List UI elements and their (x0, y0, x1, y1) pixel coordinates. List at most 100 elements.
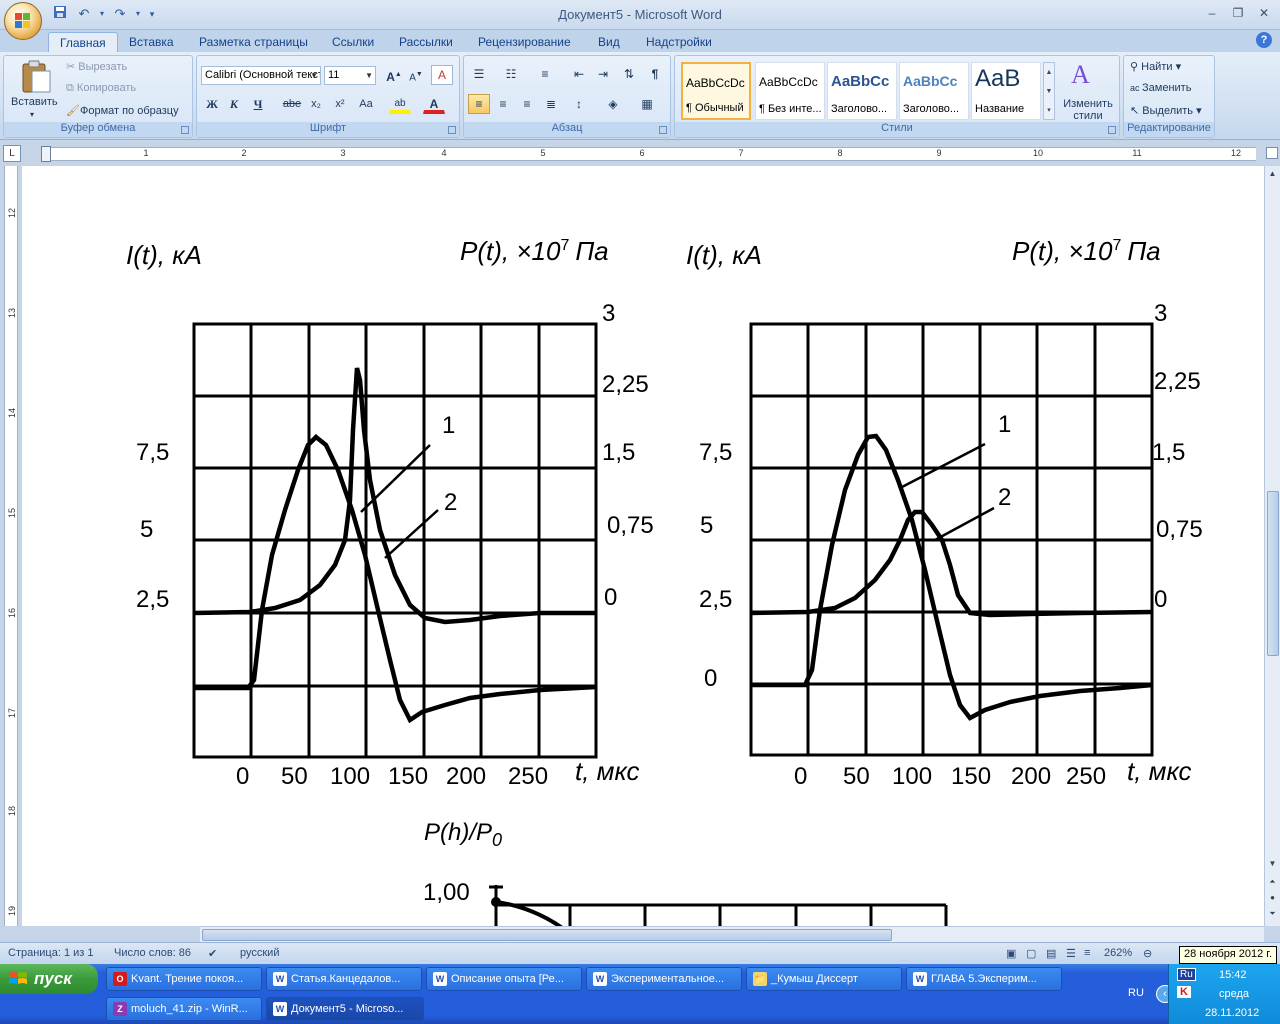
align-left-icon[interactable]: ≡ (468, 94, 490, 114)
view-full-screen-icon[interactable]: ▢ (1026, 948, 1037, 960)
tab-view[interactable]: Вид (598, 35, 620, 49)
next-page-icon[interactable]: ⏷ (1269, 909, 1276, 918)
show-marks-icon[interactable]: ¶ (651, 67, 659, 81)
change-case-button[interactable]: Aa (359, 98, 373, 110)
prev-page-icon[interactable]: ⏶ (1269, 877, 1276, 886)
save-icon[interactable] (50, 5, 70, 23)
tab-references[interactable]: Ссылки (332, 35, 375, 49)
taskbar-item[interactable]: W Экспериментальное... (586, 967, 742, 991)
align-center-icon[interactable]: ≡ (499, 97, 507, 111)
replace-button[interactable]: ac Заменить (1130, 82, 1191, 94)
view-print-layout-icon[interactable]: ▣ (1006, 948, 1017, 960)
paste-button[interactable]: Вставить ▾ (8, 58, 60, 120)
language[interactable]: русский (240, 947, 280, 959)
select-button[interactable]: ↖ Выделить ▾ (1130, 105, 1202, 117)
scroll-up-icon[interactable]: ▲ (1268, 169, 1277, 178)
maximize-button[interactable]: ❐ (1232, 6, 1244, 20)
align-right-icon[interactable]: ≡ (523, 97, 531, 111)
cut-button[interactable]: ✂ Вырезать (66, 60, 127, 73)
change-styles-button[interactable]: A Изменить стили (1059, 58, 1115, 124)
horizontal-scroll-thumb[interactable] (202, 929, 892, 941)
bold-button[interactable]: Ж (206, 97, 218, 111)
horizontal-scrollbar[interactable] (200, 926, 1264, 942)
grow-font-button[interactable]: A▲ (386, 70, 402, 84)
justify-icon[interactable]: ≣ (545, 97, 557, 111)
style-title[interactable]: AaB Название (971, 62, 1041, 120)
ruler-bar[interactable]: 1 2 3 4 5 6 7 8 9 10 11 12 (41, 146, 1256, 162)
undo-icon[interactable]: ↶ (78, 6, 90, 21)
italic-button[interactable]: К (229, 97, 239, 111)
zoom-level[interactable]: 262% (1104, 947, 1133, 959)
font-launcher-icon[interactable] (448, 126, 456, 134)
taskbar-item[interactable]: W Описание опыта [Ре... (426, 967, 582, 991)
styles-scroll[interactable]: ▲ ▼ ▾ (1043, 62, 1055, 120)
vertical-ruler-bar[interactable]: 12 13 14 15 16 17 18 19 (4, 166, 18, 926)
style-heading-1[interactable]: AaBbCc Заголово... (827, 62, 897, 120)
increase-indent-icon[interactable]: ⇥ (597, 67, 609, 81)
tab-home[interactable]: Главная (48, 32, 118, 52)
customize-qat-icon[interactable]: ▾ (149, 9, 155, 19)
highlight-button[interactable]: ab (389, 94, 411, 114)
undo-dropdown-icon[interactable]: ▾ (99, 9, 104, 18)
language-indicator[interactable]: RU (1128, 987, 1144, 999)
sort-icon[interactable]: ⇅ (623, 67, 635, 81)
decrease-indent-icon[interactable]: ⇤ (573, 67, 585, 81)
clear-formatting-button[interactable]: A (431, 65, 453, 85)
style-heading-2[interactable]: AaBbCc Заголово... (899, 62, 969, 120)
paragraph-launcher-icon[interactable] (659, 126, 667, 134)
start-button[interactable]: пуск (0, 964, 98, 994)
help-icon[interactable]: ? (1256, 32, 1272, 48)
indent-marker-icon[interactable] (41, 146, 51, 162)
tray-language-icon[interactable]: Ru (1177, 968, 1196, 981)
font-size-select[interactable]: 11 ▼ (324, 66, 376, 85)
tab-selector[interactable]: L (3, 145, 21, 162)
shading-icon[interactable]: ◈ (608, 97, 618, 111)
document-page[interactable]: I(t), кА P(t), ×107 Па 1 2 (22, 166, 1264, 926)
borders-icon[interactable]: ▦ (641, 97, 653, 111)
page-count[interactable]: Страница: 1 из 1 (8, 947, 94, 959)
numbering-icon[interactable]: ☷ (505, 67, 517, 81)
kaspersky-icon[interactable]: K (1177, 986, 1191, 998)
view-web-icon[interactable]: ▤ (1046, 948, 1057, 960)
browse-object-icon[interactable]: ● (1270, 893, 1275, 902)
zoom-out-icon[interactable]: ⊖ (1143, 948, 1153, 960)
taskbar-item[interactable]: W ГЛАВА 5.Эксперим... (906, 967, 1062, 991)
minimize-button[interactable]: ‒ (1208, 6, 1216, 20)
word-count[interactable]: Число слов: 86 (114, 947, 192, 959)
vertical-scrollbar[interactable]: ▲ ▼ ⏶ ● ⏷ (1264, 166, 1280, 926)
underline-button[interactable]: Ч (253, 97, 263, 111)
tab-insert[interactable]: Вставка (129, 35, 174, 49)
vertical-scroll-thumb[interactable] (1267, 491, 1279, 656)
taskbar-item[interactable]: 📁 _Кумыш Диссерт (746, 967, 902, 991)
close-button[interactable]: ✕ (1258, 6, 1270, 20)
line-spacing-icon[interactable]: ↕ (576, 97, 582, 111)
view-ruler-icon[interactable] (1266, 147, 1278, 159)
office-button[interactable] (4, 2, 42, 40)
clipboard-launcher-icon[interactable] (181, 126, 189, 134)
proofing-icon[interactable]: ✔ (208, 948, 218, 960)
style-normal[interactable]: AaBbCcDc ¶ Обычный (681, 62, 751, 120)
view-draft-icon[interactable]: ≡ (1084, 947, 1091, 959)
find-button[interactable]: ⚲ Найти ▾ (1130, 61, 1182, 73)
subscript-button[interactable]: x₂ (311, 98, 321, 110)
scroll-down-icon[interactable]: ▼ (1268, 859, 1277, 868)
redo-dropdown-icon[interactable]: ▾ (135, 9, 140, 18)
superscript-button[interactable]: x² (335, 98, 345, 110)
font-color-button[interactable]: A (423, 94, 445, 114)
shrink-font-button[interactable]: A▼ (409, 71, 423, 84)
tab-addins[interactable]: Надстройки (646, 35, 712, 49)
redo-icon[interactable]: ↷ (114, 6, 126, 21)
bullets-icon[interactable]: ☰ (473, 67, 485, 81)
strikethrough-button[interactable]: abe (282, 98, 302, 110)
taskbar-item[interactable]: W Документ5 - Microso... (266, 997, 424, 1021)
multilevel-list-icon[interactable]: ≡ (541, 67, 549, 81)
tab-review[interactable]: Рецензирование (478, 35, 571, 49)
copy-button[interactable]: ⧉ Копировать (66, 82, 136, 95)
clock-time[interactable]: 15:42 (1219, 969, 1247, 981)
styles-launcher-icon[interactable] (1108, 126, 1116, 134)
view-outline-icon[interactable]: ☰ (1066, 948, 1076, 960)
tab-page-layout[interactable]: Разметка страницы (199, 35, 308, 49)
taskbar-item[interactable]: W Статья.Канцедалов... (266, 967, 422, 991)
tab-mailings[interactable]: Рассылки (399, 35, 453, 49)
